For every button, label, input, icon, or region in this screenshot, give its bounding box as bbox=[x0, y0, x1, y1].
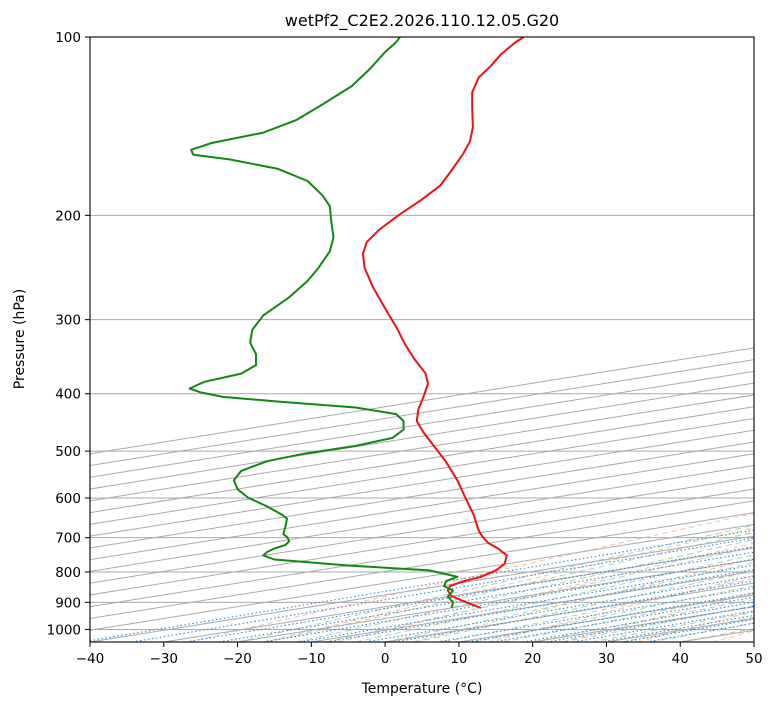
mixing-ratio-line bbox=[299, 564, 754, 642]
isotherm-line bbox=[90, 500, 754, 608]
plot-frame bbox=[89, 36, 755, 643]
mixing-ratio-line bbox=[185, 546, 754, 642]
moist-adiabat-line bbox=[532, 598, 754, 642]
y-tick-label: 1000 bbox=[47, 622, 81, 638]
y-tick-label: 500 bbox=[55, 444, 81, 460]
moist-adiabat-line bbox=[296, 538, 754, 642]
isotherm-line bbox=[90, 488, 754, 596]
mixing-ratio-line bbox=[326, 569, 754, 642]
chart-title: wetPf2_C2E2.2026.110.12.05.G20 bbox=[285, 11, 559, 31]
mixing-ratio-lines bbox=[90, 529, 754, 642]
isotherm-line bbox=[90, 453, 754, 561]
moist-adiabat-line bbox=[325, 546, 754, 642]
x-tick-label: 0 bbox=[381, 651, 390, 667]
x-tick-label: −30 bbox=[150, 651, 179, 667]
y-tick-label: 200 bbox=[55, 208, 81, 224]
x-tick-label: −10 bbox=[297, 651, 326, 667]
x-tick-label: −20 bbox=[223, 651, 252, 667]
x-tick-label: −40 bbox=[76, 651, 105, 667]
x-axis-label: Temperature (°C) bbox=[361, 681, 483, 697]
moist-adiabat-line bbox=[414, 570, 754, 642]
y-tick-label: 600 bbox=[55, 491, 81, 507]
moist-adiabat-line bbox=[237, 524, 754, 642]
y-axis-label: Pressure (hPa) bbox=[12, 289, 28, 389]
isotherm-line bbox=[90, 441, 754, 549]
axes: −40 −30 −20 −10 0 10 20 30 40 50 100 200 300 400 500 60… bbox=[47, 30, 763, 667]
y-tick-label: 800 bbox=[55, 565, 81, 581]
moist-adiabat-line bbox=[503, 592, 754, 642]
isotherm-line bbox=[90, 523, 754, 631]
dry-adiabats bbox=[188, 512, 754, 642]
dry-adiabat-line bbox=[263, 527, 754, 642]
isotherm-line bbox=[90, 476, 754, 584]
moist-adiabat-line bbox=[384, 562, 754, 642]
temperature-line bbox=[362, 37, 525, 609]
y-tick-label: 400 bbox=[55, 387, 81, 403]
isotherm-line bbox=[90, 512, 754, 619]
mixing-ratio-line bbox=[365, 575, 754, 642]
isotherm-line bbox=[753, 641, 754, 642]
plot-area bbox=[90, 37, 754, 642]
isotherm-line bbox=[90, 465, 754, 572]
mixing-ratio-line bbox=[394, 580, 754, 642]
x-tick-label: 50 bbox=[745, 651, 762, 667]
x-tick-label: 40 bbox=[672, 651, 689, 667]
x-tick-label: 20 bbox=[524, 651, 541, 667]
isotherms bbox=[90, 347, 754, 642]
dewpoint-line bbox=[188, 37, 459, 609]
pressure-gridlines bbox=[90, 37, 754, 630]
moist-adiabats bbox=[237, 524, 754, 642]
y-tick-label: 300 bbox=[55, 313, 81, 329]
y-tick-label: 700 bbox=[55, 531, 81, 547]
y-tick-label: 100 bbox=[55, 30, 81, 46]
mixing-ratio-line bbox=[262, 558, 754, 642]
profile-series bbox=[188, 37, 525, 609]
isotherm-line bbox=[90, 535, 754, 642]
x-tick-label: 10 bbox=[450, 651, 467, 667]
x-tick-label: 30 bbox=[598, 651, 615, 667]
y-tick-label: 900 bbox=[55, 595, 81, 611]
